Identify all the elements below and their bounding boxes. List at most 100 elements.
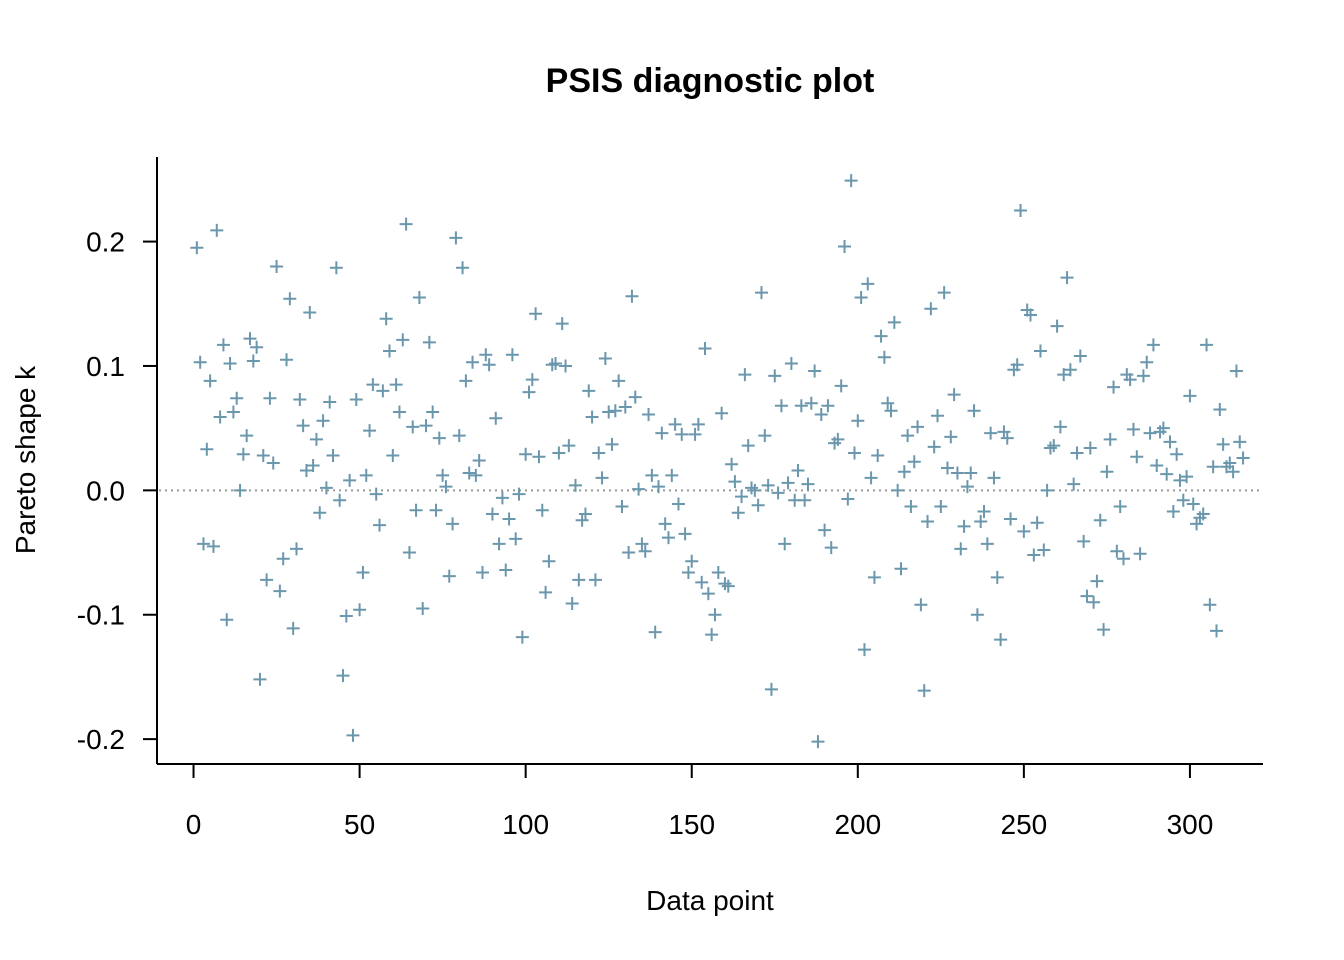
data-point — [838, 240, 852, 254]
data-point — [309, 432, 323, 446]
data-point — [665, 468, 679, 482]
data-point — [303, 305, 317, 319]
data-point — [1180, 470, 1194, 484]
data-point — [984, 426, 998, 440]
data-point — [568, 478, 582, 492]
data-point — [1196, 507, 1210, 521]
data-point — [220, 613, 234, 627]
data-point — [339, 609, 353, 623]
data-point — [735, 490, 749, 504]
data-point — [615, 500, 629, 514]
data-point — [854, 291, 868, 305]
data-point — [293, 393, 307, 407]
data-point — [509, 532, 523, 546]
data-point — [578, 507, 592, 521]
data-point — [489, 411, 503, 425]
data-point — [296, 419, 310, 433]
data-point — [1166, 504, 1180, 518]
data-point — [299, 463, 313, 477]
data-point — [681, 565, 695, 579]
data-point — [412, 291, 426, 305]
data-point — [1040, 483, 1054, 497]
data-point — [243, 332, 257, 346]
y-axis-label: Pareto shape k — [10, 365, 41, 554]
data-point — [1063, 363, 1077, 377]
data-point — [847, 446, 861, 460]
data-point — [226, 405, 240, 419]
data-point — [990, 570, 1004, 584]
data-point — [652, 480, 666, 494]
data-point — [1083, 441, 1097, 455]
data-point — [469, 468, 483, 482]
data-point — [240, 429, 254, 443]
data-point — [289, 542, 303, 556]
data-point — [436, 468, 450, 482]
data-point — [980, 537, 994, 551]
data-point — [725, 457, 739, 471]
data-point — [1210, 624, 1223, 638]
y-tick-label: 0.0 — [86, 475, 125, 506]
data-point — [618, 400, 632, 414]
data-point — [575, 513, 589, 527]
data-point — [612, 374, 626, 388]
data-point — [1113, 500, 1127, 514]
data-point — [764, 682, 778, 696]
data-point — [1050, 319, 1064, 333]
data-point — [937, 286, 951, 300]
data-point — [944, 430, 958, 444]
data-point — [306, 458, 320, 472]
data-point — [628, 390, 642, 404]
data-point — [954, 542, 968, 556]
data-point — [363, 424, 377, 438]
data-point — [432, 431, 446, 445]
data-point — [1229, 364, 1243, 378]
data-point — [495, 491, 509, 505]
data-point — [721, 579, 735, 593]
data-point — [711, 565, 725, 579]
data-point — [645, 468, 659, 482]
data-point — [1136, 369, 1150, 383]
data-point — [256, 449, 270, 463]
data-point — [266, 456, 280, 470]
data-point — [1130, 450, 1144, 464]
data-point — [1213, 403, 1227, 417]
data-point — [648, 625, 662, 639]
data-point — [661, 531, 675, 545]
data-point — [1176, 493, 1190, 507]
data-point — [1010, 358, 1024, 372]
data-point — [1236, 451, 1250, 465]
data-point — [396, 333, 410, 347]
data-point — [519, 447, 533, 461]
data-point — [359, 468, 373, 482]
data-point — [987, 471, 1001, 485]
data-point — [897, 465, 911, 479]
data-point — [841, 492, 855, 506]
data-point — [642, 407, 656, 421]
data-point — [236, 447, 250, 461]
data-point — [515, 630, 529, 644]
data-point — [1037, 543, 1051, 557]
data-point — [881, 396, 895, 410]
data-point — [1133, 547, 1147, 561]
data-point — [422, 335, 436, 349]
data-point — [887, 315, 901, 329]
data-point — [319, 481, 333, 495]
data-point — [907, 455, 921, 469]
data-point — [329, 261, 343, 275]
x-axis-ticks: 0 50 100 150 200 250 300 — [186, 764, 1213, 840]
data-point — [323, 395, 337, 409]
data-point — [472, 454, 486, 467]
data-point — [1090, 574, 1104, 588]
data-point — [193, 355, 207, 369]
data-point — [492, 537, 506, 551]
data-point — [731, 506, 745, 520]
data-point — [708, 608, 722, 622]
data-point — [811, 735, 825, 749]
data-point — [1160, 467, 1174, 481]
data-point — [1110, 544, 1124, 558]
data-point — [768, 369, 782, 383]
y-tick-label: -0.1 — [77, 600, 125, 631]
data-point — [824, 541, 838, 555]
data-point — [771, 486, 785, 500]
data-point — [559, 359, 573, 373]
